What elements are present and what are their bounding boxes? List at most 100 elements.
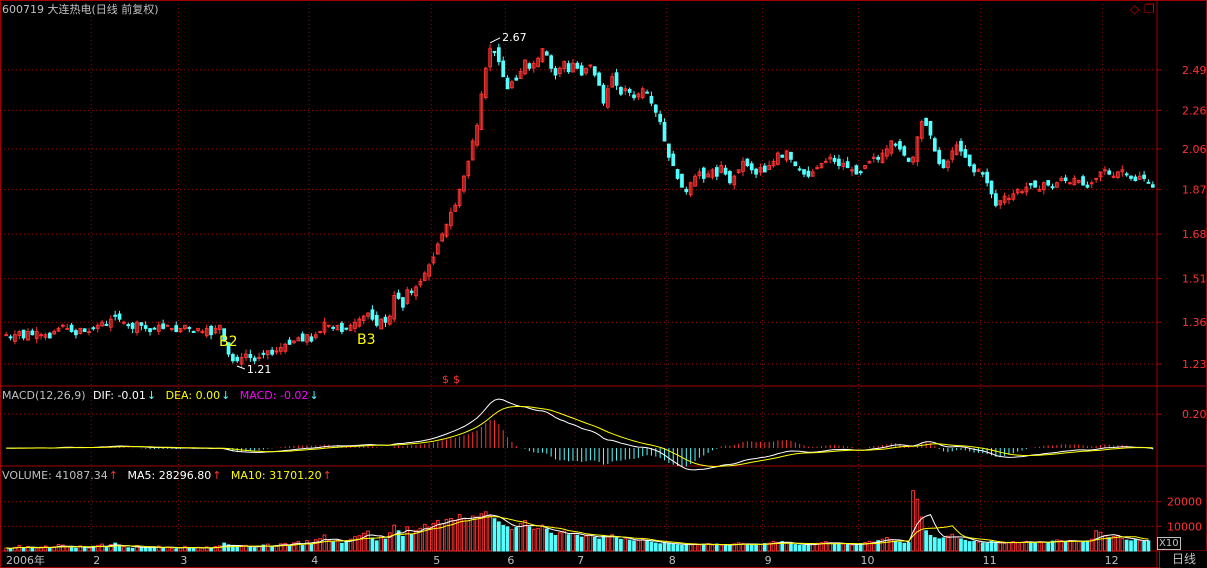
candle-body [636,93,641,98]
volume-bar [579,536,584,552]
candle-body [780,154,785,158]
candle-body [322,321,327,333]
candle-body [954,144,959,155]
candle-body [558,67,562,75]
volume-bar [614,537,619,552]
candle-body [69,324,74,333]
candle-body [170,327,174,330]
volume-bar [4,547,9,552]
volume-bar [963,539,968,552]
volume-bar [396,530,401,552]
volume-bar [789,543,793,552]
volume-bar [95,544,100,552]
volume-bar [1129,540,1133,552]
candle-body [1116,171,1120,178]
volume-bar [1046,542,1051,552]
candle-body [422,272,427,281]
candle-body [510,81,514,89]
candle-body [1111,175,1116,178]
volume-bar [1015,541,1020,552]
volume-bar [1124,539,1129,552]
volume-bar [366,530,370,552]
volume-bar [597,538,601,552]
volume-bar [941,537,946,552]
candle-body [994,193,998,206]
candle-body [1068,182,1072,185]
candle-body [30,330,35,336]
candle-body [130,322,135,329]
candle-body [1124,173,1129,176]
candle-body [863,165,867,169]
candle-body [619,87,623,95]
candle-body [1050,186,1055,189]
x-axis-label: 11 [983,554,997,567]
candle-body [1015,188,1020,194]
x-axis-label: 2006年 [6,553,45,567]
volume-bar [414,529,418,552]
volume-bar [806,543,811,552]
volume-bar [501,524,506,552]
volume-bar [26,546,30,552]
tab-daily[interactable]: 日线 [1159,551,1207,568]
candle-body [313,334,318,339]
volume-bar [405,526,410,552]
candle-body [745,158,750,167]
candle-body [265,350,270,356]
candle-body [479,93,484,131]
volume-bar [1120,537,1125,552]
low-pointer [236,365,246,370]
volume-bar [1055,539,1059,552]
volume-bar [667,542,671,552]
volume-bar [619,538,623,552]
candle-body [139,322,144,326]
volume-bar [34,548,39,552]
volume-bar [954,536,959,552]
volume-bar [950,533,955,552]
candle-body [152,327,157,330]
candle-body [435,243,440,255]
candle-body [797,168,802,171]
marker-b2: B2 [219,334,238,350]
candle-body [1129,175,1133,179]
volume-bar [47,547,52,552]
volume-bar [562,530,567,552]
chart-period: (日线 前复权) [91,3,159,16]
candle-body [671,153,676,167]
price-tick-label: 1.23 [1182,358,1207,371]
candle-body [514,77,519,81]
volume-bar [239,545,244,552]
restore-window-icon[interactable]: ❐ [1144,2,1155,16]
candle-body [806,170,811,177]
volume-bar [863,542,867,552]
candle-body [1089,182,1094,185]
candle-body [976,169,981,172]
candle-body [714,167,719,177]
volume-bar [78,545,83,552]
candle-body [318,331,322,334]
candle-body [26,331,30,341]
dea-arrow: ↓ [221,389,231,402]
candle-body [449,211,453,227]
volume-bar [335,539,340,552]
volume-bar [898,541,902,552]
candle-body [379,318,383,330]
candle-body [741,160,745,172]
volume-bar [370,537,375,552]
candle-body [340,322,344,333]
macd-label: MACD(12,26,9) [2,389,86,402]
volume-bar [183,545,187,552]
x-axis-label: 4 [311,554,318,567]
candle-body [326,324,331,327]
diamond-icon[interactable]: ◇ [1130,2,1140,16]
candle-body [1046,180,1051,186]
volume-scale-badge: X10 [1157,537,1181,550]
candle-body [998,200,1003,206]
candle-body [732,175,737,186]
volume-bar [1059,540,1064,552]
candle-body [653,104,658,113]
candle-body [906,157,911,162]
volume-bar [584,535,588,552]
candle-body [305,334,309,343]
volume-bar [876,540,881,552]
